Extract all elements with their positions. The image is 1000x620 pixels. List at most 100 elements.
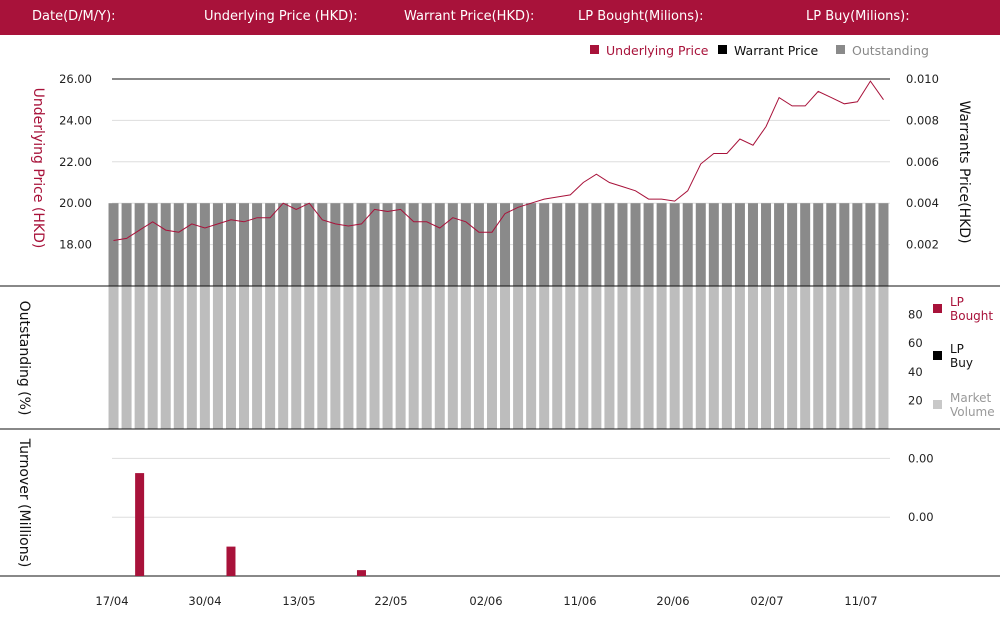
outstanding-tick-label: 80 bbox=[908, 308, 923, 322]
outstanding-percent-bar bbox=[734, 286, 745, 429]
outstanding-percent-bar bbox=[147, 286, 158, 429]
outstanding-tick-label: 20 bbox=[908, 393, 923, 407]
outstanding-percent-bar bbox=[539, 286, 550, 429]
outstanding-bar bbox=[721, 203, 732, 286]
lp-bought-bar bbox=[226, 546, 236, 576]
outstanding-bar bbox=[212, 203, 223, 286]
outstanding-percent-bar bbox=[643, 286, 654, 429]
outstanding-percent-bar bbox=[800, 286, 811, 429]
outstanding-percent-bar bbox=[134, 286, 145, 429]
outstanding-bar bbox=[278, 203, 289, 286]
x-tick-label: 17/04 bbox=[95, 594, 128, 608]
legend-label: Underlying Price bbox=[606, 43, 709, 58]
outstanding-percent-bar bbox=[826, 286, 837, 429]
outstanding-bar bbox=[395, 203, 406, 286]
warrant-price-label: Warrant Price(HKD): bbox=[404, 9, 535, 24]
side-legend-label: LP bbox=[950, 295, 964, 309]
outstanding-percent-bar bbox=[565, 286, 576, 429]
outstanding-percent-bar bbox=[186, 286, 197, 429]
outstanding-bar bbox=[552, 203, 563, 286]
outstanding-bar bbox=[473, 203, 484, 286]
outstanding-percent-bar bbox=[865, 286, 876, 429]
outstanding-bar bbox=[734, 203, 745, 286]
outstanding-tick-label: 60 bbox=[908, 336, 923, 350]
outstanding-percent-bar bbox=[343, 286, 354, 429]
outstanding-bar bbox=[708, 203, 719, 286]
outstanding-bar bbox=[147, 203, 158, 286]
outstanding-bar bbox=[173, 203, 184, 286]
outstanding-percent-bar bbox=[669, 286, 680, 429]
outstanding-percent-bar bbox=[173, 286, 184, 429]
side-legend-swatch bbox=[933, 400, 942, 409]
outstanding-bar bbox=[669, 203, 680, 286]
outstanding-bar bbox=[682, 203, 693, 286]
outstanding-bar bbox=[630, 203, 641, 286]
x-tick-label: 02/06 bbox=[469, 594, 502, 608]
outstanding-percent-bar bbox=[500, 286, 511, 429]
side-legend-label: Bought bbox=[950, 309, 993, 323]
outstanding-percent-bar bbox=[604, 286, 615, 429]
outstanding-bar bbox=[604, 203, 615, 286]
outstanding-bar bbox=[774, 203, 785, 286]
outstanding-percent-bar bbox=[813, 286, 824, 429]
x-tick-label: 11/06 bbox=[563, 594, 596, 608]
left-tick-label: 22.00 bbox=[59, 155, 92, 169]
outstanding-axis-title: Outstanding (%) bbox=[16, 301, 32, 416]
outstanding-percent-bar bbox=[473, 286, 484, 429]
outstanding-percent-bar bbox=[317, 286, 328, 429]
outstanding-bar bbox=[761, 203, 772, 286]
underlying-price-label: Underlying Price (HKD): bbox=[204, 9, 358, 24]
x-tick-label: 22/05 bbox=[374, 594, 407, 608]
x-tick-label: 30/04 bbox=[188, 594, 221, 608]
outstanding-percent-bar bbox=[408, 286, 419, 429]
x-tick-label: 13/05 bbox=[282, 594, 315, 608]
outstanding-bar bbox=[539, 203, 550, 286]
outstanding-bar bbox=[826, 203, 837, 286]
outstanding-bar bbox=[656, 203, 667, 286]
outstanding-bar bbox=[186, 203, 197, 286]
legend-swatch bbox=[836, 45, 845, 54]
outstanding-percent-bar bbox=[839, 286, 850, 429]
lp-bought-bar bbox=[356, 570, 366, 576]
outstanding-bar bbox=[460, 203, 471, 286]
outstanding-bar bbox=[121, 203, 132, 286]
outstanding-bar bbox=[813, 203, 824, 286]
right-tick-label: 0.010 bbox=[906, 72, 939, 86]
outstanding-bar bbox=[565, 203, 576, 286]
outstanding-percent-bar bbox=[852, 286, 863, 429]
outstanding-percent-bar bbox=[552, 286, 563, 429]
outstanding-percent-bar bbox=[721, 286, 732, 429]
side-legend-swatch bbox=[933, 304, 942, 313]
turnover-tick-label: 0.00 bbox=[908, 451, 934, 465]
outstanding-bar bbox=[343, 203, 354, 286]
lp-bought-label: LP Bought(Milions): bbox=[578, 9, 704, 24]
outstanding-tick-label: 40 bbox=[908, 365, 923, 379]
outstanding-percent-bar bbox=[395, 286, 406, 429]
outstanding-percent-bar bbox=[121, 286, 132, 429]
outstanding-bar bbox=[513, 203, 524, 286]
outstanding-bar bbox=[382, 203, 393, 286]
outstanding-percent-bar bbox=[747, 286, 758, 429]
outstanding-percent-bar bbox=[695, 286, 706, 429]
side-legend-label: Volume bbox=[950, 405, 995, 419]
outstanding-bar bbox=[239, 203, 250, 286]
outstanding-percent-bar bbox=[774, 286, 785, 429]
outstanding-percent-bar bbox=[682, 286, 693, 429]
outstanding-percent-bar bbox=[278, 286, 289, 429]
outstanding-percent-bar bbox=[108, 286, 119, 429]
outstanding-percent-bar bbox=[330, 286, 341, 429]
outstanding-percent-bar bbox=[160, 286, 171, 429]
outstanding-bar bbox=[421, 203, 432, 286]
outstanding-percent-bar bbox=[787, 286, 798, 429]
outstanding-bar bbox=[252, 203, 263, 286]
lp-buy-label: LP Buy(Milions): bbox=[806, 9, 910, 24]
outstanding-percent-bar bbox=[252, 286, 263, 429]
side-legend-label: Buy bbox=[950, 356, 973, 370]
outstanding-bar bbox=[747, 203, 758, 286]
outstanding-bar bbox=[578, 203, 589, 286]
legend-label: Outstanding bbox=[852, 43, 929, 58]
outstanding-bar bbox=[434, 203, 445, 286]
date-label: Date(D/M/Y): bbox=[32, 9, 116, 24]
outstanding-percent-bar bbox=[382, 286, 393, 429]
